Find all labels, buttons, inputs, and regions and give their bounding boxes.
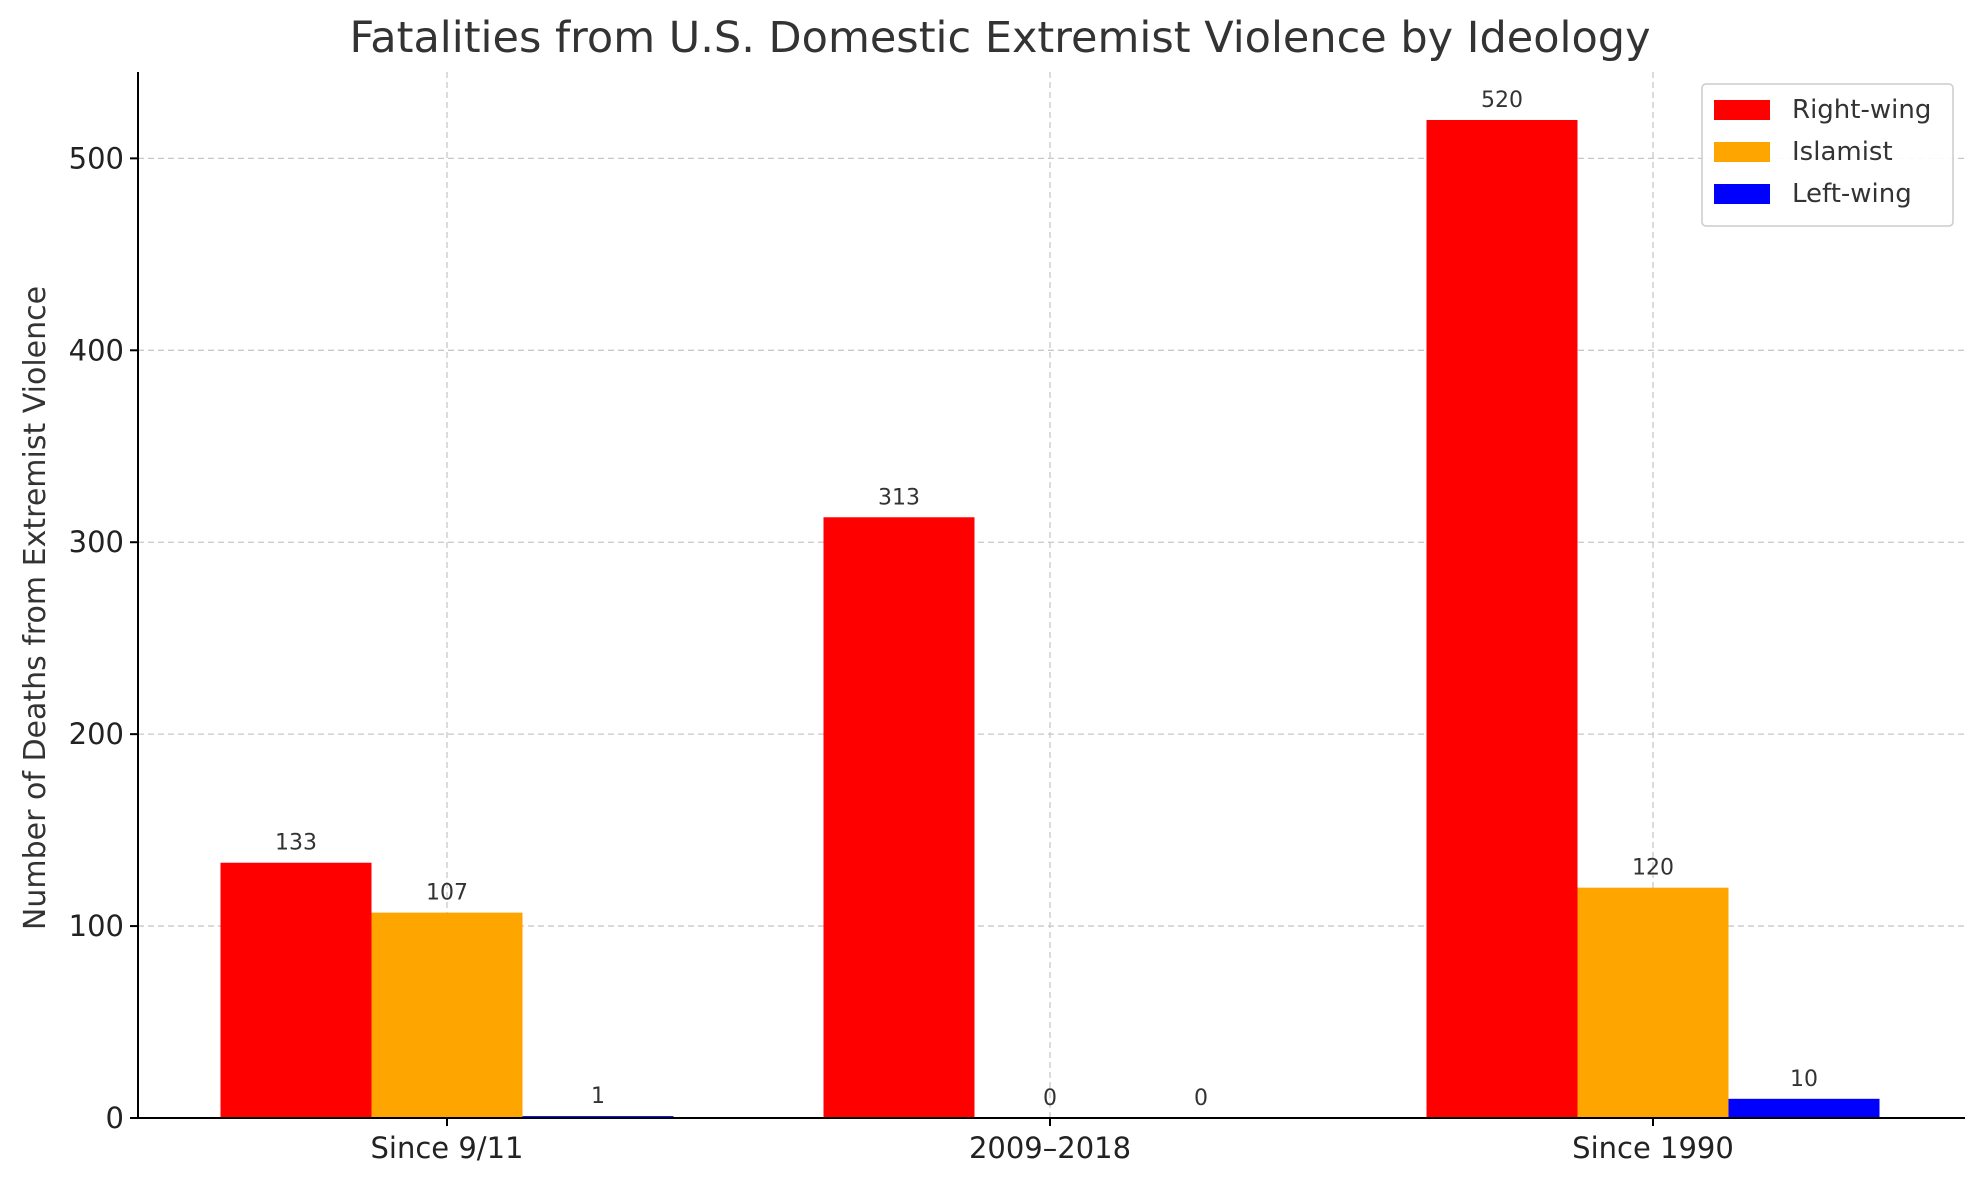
data-label-left-wing-2: 10	[1790, 1067, 1818, 1092]
legend-swatch-islamist	[1714, 142, 1770, 162]
y-tick-label-0: 0	[106, 1101, 124, 1135]
bar-right-wing-2	[1426, 119, 1578, 1119]
bar-right-wing-1	[823, 517, 975, 1118]
x-tick-label-2: Since 1990	[1572, 1131, 1734, 1165]
data-label-islamist-2: 120	[1632, 856, 1674, 881]
bar-islamist-2	[1577, 887, 1729, 1118]
data-label-left-wing-1: 0	[1194, 1086, 1208, 1111]
legend-label-islamist: Islamist	[1792, 137, 1893, 167]
data-label-right-wing-0: 133	[275, 831, 317, 856]
x-tick-label-1: 2009–2018	[969, 1131, 1131, 1165]
gridlines	[138, 72, 1965, 1118]
y-tick-label-100: 100	[69, 909, 124, 943]
bars	[220, 119, 1880, 1119]
data-label-left-wing-0: 1	[591, 1084, 605, 1109]
data-label-right-wing-1: 313	[878, 485, 920, 510]
legend-label-left-wing: Left-wing	[1792, 179, 1912, 209]
bar-islamist-0	[371, 912, 523, 1118]
legend-swatch-left-wing	[1714, 184, 1770, 204]
bar-right-wing-0	[220, 862, 372, 1118]
bar-left-wing-2	[1728, 1098, 1880, 1118]
y-tick-label-200: 200	[69, 717, 124, 751]
data-labels: 133 107 1 313 0 0 520 120 10	[275, 88, 1818, 1111]
chart-title: Fatalities from U.S. Domestic Extremist …	[349, 13, 1650, 63]
legend-swatch-right-wing	[1714, 100, 1770, 120]
y-axis-label: Number of Deaths from Extremist Violence	[18, 286, 53, 930]
y-tick-label-300: 300	[69, 525, 124, 559]
legend-label-right-wing: Right-wing	[1792, 95, 1931, 125]
data-label-islamist-0: 107	[426, 881, 468, 906]
data-label-right-wing-2: 520	[1481, 88, 1523, 113]
axes	[137, 72, 1965, 1119]
data-label-islamist-1: 0	[1043, 1086, 1057, 1111]
y-tick-label-400: 400	[69, 333, 124, 367]
y-tick-label-500: 500	[69, 141, 124, 175]
x-tick-label-0: Since 9/11	[371, 1131, 524, 1165]
legend: Right-wing Islamist Left-wing	[1701, 83, 1954, 227]
